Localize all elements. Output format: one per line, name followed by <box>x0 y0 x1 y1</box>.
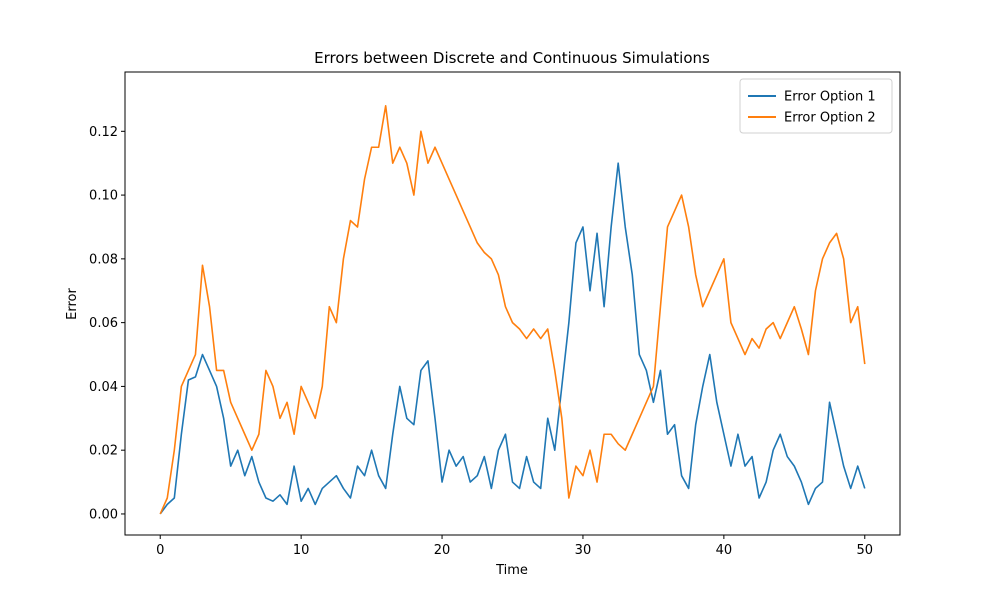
x-tick-label: 40 <box>716 543 733 558</box>
y-tick-label: 0.04 <box>89 380 118 395</box>
series-line <box>159 105 866 515</box>
y-axis-label: Error <box>65 288 80 320</box>
y-tick-label: 0.12 <box>89 125 118 140</box>
x-tick-label: 30 <box>575 543 592 558</box>
chart-title: Errors between Discrete and Continuous S… <box>314 49 710 67</box>
x-tick-label: 50 <box>856 543 873 558</box>
legend-label: Error Option 2 <box>784 111 876 126</box>
y-tick-label: 0.08 <box>89 252 118 267</box>
y-tick-label: 0.02 <box>89 444 118 459</box>
x-axis-label: Time <box>495 563 528 578</box>
legend-label: Error Option 1 <box>784 90 876 105</box>
x-tick-label: 0 <box>156 543 164 558</box>
series-line <box>159 162 866 515</box>
y-tick-label: 0.06 <box>89 316 118 331</box>
x-tick-label: 20 <box>434 543 451 558</box>
plot-frame <box>124 71 901 536</box>
legend-box <box>739 78 893 134</box>
x-tick-label: 10 <box>293 543 310 558</box>
y-tick-label: 0.10 <box>89 189 118 204</box>
y-tick-label: 0.00 <box>89 507 118 522</box>
